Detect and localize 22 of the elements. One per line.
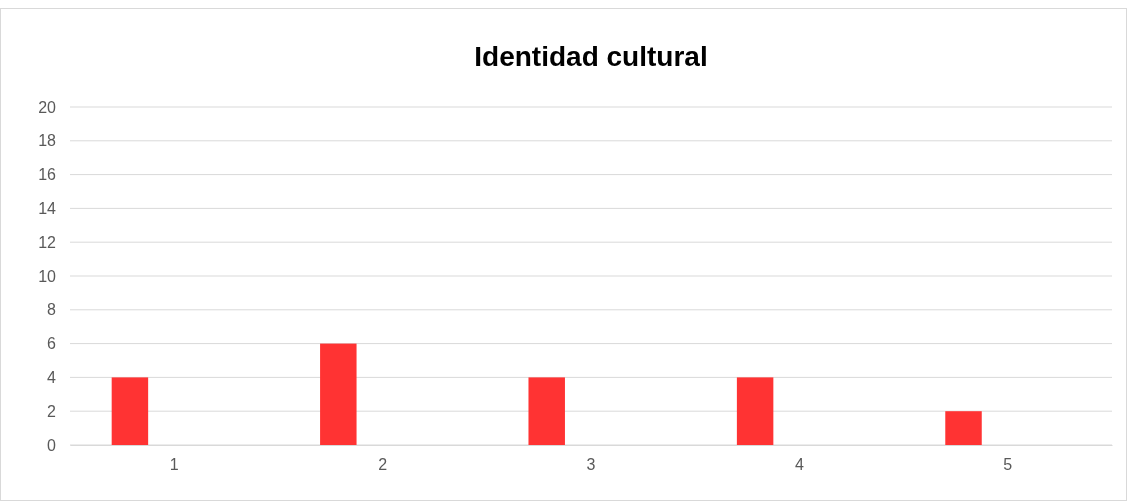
y-tick-label: 14 — [38, 200, 57, 218]
y-tick-label: 18 — [38, 132, 57, 150]
y-tick-label: 16 — [38, 166, 57, 184]
x-tick-label: 3 — [586, 456, 596, 474]
chart-title: Identidad cultural — [474, 41, 708, 72]
bar — [111, 377, 149, 445]
y-tick-label: 2 — [47, 402, 57, 420]
x-tick-label: 2 — [378, 456, 388, 474]
y-tick-label: 20 — [38, 98, 57, 116]
y-tick-label: 10 — [38, 267, 57, 285]
y-tick-label: 8 — [47, 301, 57, 319]
bar — [945, 411, 982, 445]
y-tick-label: 6 — [47, 335, 57, 353]
y-tick-label: 0 — [47, 436, 57, 454]
x-tick-label: 1 — [169, 456, 179, 474]
x-tick-label: 4 — [794, 456, 804, 474]
bar — [736, 377, 774, 445]
y-tick-label: 12 — [38, 233, 57, 251]
x-tick-label: 5 — [1003, 456, 1013, 474]
y-tick-label: 4 — [47, 369, 57, 387]
bar — [528, 377, 565, 445]
bar — [320, 343, 357, 445]
